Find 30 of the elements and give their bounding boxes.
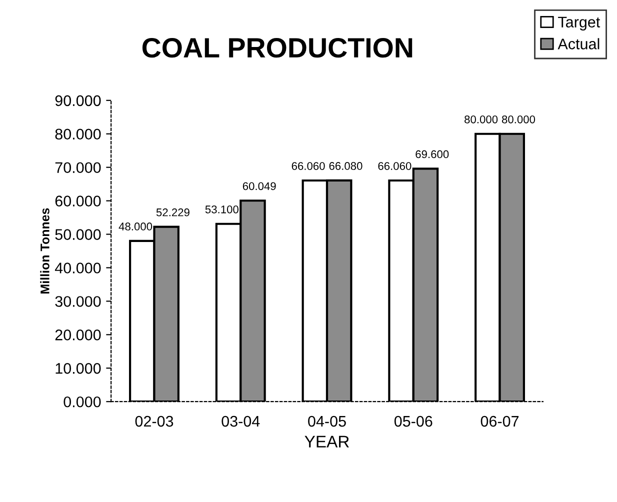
y-tick-label: 80.000 <box>55 128 101 140</box>
x-axis-title: YEAR <box>304 436 349 448</box>
y-tick-label: 90.000 <box>55 95 101 106</box>
y-tick-label: 50.000 <box>55 229 101 240</box>
y-tick-label: 60.000 <box>55 196 101 206</box>
data-label: 69.600 <box>416 150 449 158</box>
legend-label: Target <box>558 16 600 30</box>
y-tick-label: 70.000 <box>55 162 101 174</box>
x-tick-label: 03-04 <box>222 416 260 427</box>
data-label: 52.229 <box>156 208 190 216</box>
data-label: 66.060 <box>378 162 412 170</box>
data-label: 66.080 <box>329 162 362 170</box>
y-tick-label: 0.000 <box>64 396 101 408</box>
x-tick-label: 04-05 <box>308 416 346 427</box>
legend-label: Actual <box>558 38 600 50</box>
data-label: 48.000 <box>118 222 152 230</box>
x-tick-label: 02-03 <box>135 416 174 427</box>
chart-title: COAL PRODUCTION <box>142 38 412 58</box>
x-tick-label: 06-07 <box>480 416 519 427</box>
y-tick-label: 20.000 <box>55 330 101 340</box>
y-tick-label: 10.000 <box>56 363 101 374</box>
y-tick-label: 40.000 <box>54 262 101 274</box>
y-tick-label: 30.000 <box>55 296 101 307</box>
data-label: 60.049 <box>242 182 276 190</box>
data-label: 53.100 <box>205 205 238 214</box>
data-label: 66.060 <box>292 162 325 170</box>
data-label: 80.000 <box>464 115 498 124</box>
data-label: 80.000 <box>502 115 536 124</box>
x-tick-label: 05-06 <box>394 416 432 427</box>
y-axis-title: Million Tonnes <box>40 208 50 294</box>
